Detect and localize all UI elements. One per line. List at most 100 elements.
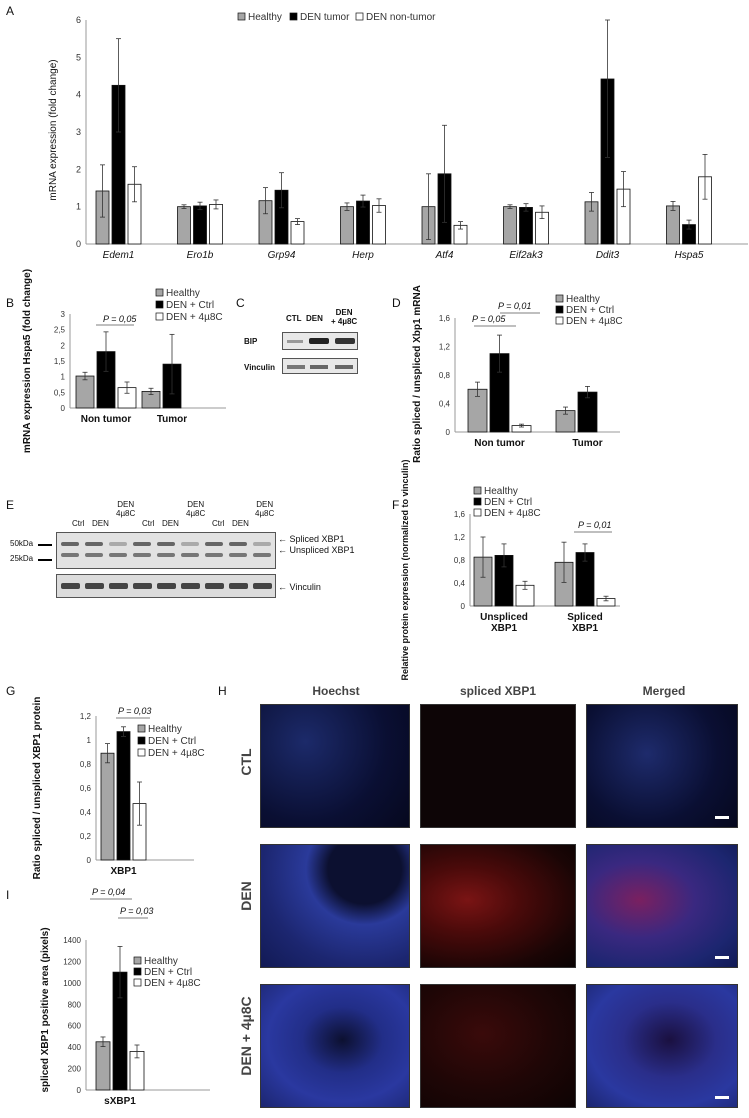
blot-e-unspliced-band bbox=[109, 553, 127, 557]
chart-d-annotation-text: P = 0,05 bbox=[472, 314, 506, 324]
chart-a-category-label: Ddit3 bbox=[596, 250, 620, 261]
blot-e-unspliced-band bbox=[229, 553, 247, 557]
chart-a-legend-swatch bbox=[237, 12, 246, 21]
chart-b-ytick-label: 0 bbox=[61, 404, 66, 413]
blot-e-unspliced-band bbox=[85, 553, 103, 557]
chart-f-legend-label: Healthy bbox=[484, 486, 518, 497]
chart-g-ylabel: Ratio spliced / unspliced XBP1 protein bbox=[32, 697, 43, 880]
chart-b-ytick-label: 3 bbox=[61, 310, 66, 319]
chart-f-category-label: Spliced XBP1 bbox=[567, 612, 603, 634]
chart-g-ytick-label: 1 bbox=[87, 736, 92, 745]
chart-a-bar bbox=[177, 206, 191, 245]
chart-i-ytick-label: 1400 bbox=[63, 936, 81, 945]
chart-i-ytick-label: 200 bbox=[68, 1065, 82, 1074]
blot-e-marker-50kda: 50kDa bbox=[10, 539, 34, 548]
chart-a-category-label: Atf4 bbox=[435, 250, 454, 261]
blot-e-vinculin-band bbox=[229, 583, 248, 589]
micro-den4u8c-hoechst bbox=[260, 984, 410, 1108]
microscopy-col-hoechst: Hoechst bbox=[312, 684, 360, 698]
blot-e-band-spliced-xbp1: ← Spliced XBP1 bbox=[278, 534, 345, 544]
chart-a-bar bbox=[193, 205, 207, 245]
blot-e-vinculin-band bbox=[133, 583, 152, 589]
chart-f-legend-swatch bbox=[473, 486, 482, 495]
chart-g-ytick-label: 0,2 bbox=[80, 832, 92, 841]
panel-label-a: A bbox=[6, 4, 15, 18]
chart-i-annotation-text: P = 0,03 bbox=[120, 906, 153, 916]
chart-a-category-label: Herp bbox=[352, 250, 374, 261]
micro-den4u8c-merged bbox=[586, 984, 738, 1108]
blot-e-unspliced-band bbox=[133, 553, 151, 557]
chart-g-ytick-label: 0 bbox=[87, 856, 92, 865]
blot-e-unspliced-band bbox=[181, 553, 199, 557]
chart-d-ylabel: Ratio spliced / unspliced Xbp1 mRNA bbox=[412, 285, 423, 463]
chart-a-legend-label: DEN tumor bbox=[300, 12, 350, 23]
blot-e-lane-label: DEN 4µ8C bbox=[186, 500, 206, 518]
chart-d-category-label: Tumor bbox=[572, 438, 602, 449]
chart-f-legend-swatch bbox=[473, 497, 482, 506]
chart-b-ytick-label: 2,5 bbox=[54, 326, 66, 335]
chart-d-legend-swatch bbox=[555, 316, 564, 325]
blot-c-bip-band bbox=[282, 332, 358, 350]
chart-f-ytick-label: 0 bbox=[461, 602, 466, 611]
blot-c-lane-ctl: CTL bbox=[286, 314, 302, 323]
blot-e-vinculin-band bbox=[61, 583, 80, 589]
chart-f-ytick-label: 1,6 bbox=[454, 510, 466, 519]
chart-a-bar bbox=[503, 206, 517, 245]
chart-f-legend-label: DEN + Ctrl bbox=[484, 497, 532, 508]
chart-a-ytick-label: 5 bbox=[76, 52, 81, 62]
micro-ctl-hoechst bbox=[260, 704, 410, 828]
chart-a-bar bbox=[519, 207, 533, 245]
chart-g-legend-swatch bbox=[137, 724, 146, 733]
chart-i-ytick-label: 400 bbox=[68, 1043, 82, 1052]
chart-a-legend-swatch bbox=[289, 12, 298, 21]
microscopy-col-merged: Merged bbox=[642, 684, 686, 698]
chart-b-legend-label: Healthy bbox=[166, 288, 200, 299]
chart-d-ytick-label: 0,4 bbox=[439, 400, 451, 409]
micro-den-xbp1 bbox=[420, 844, 576, 968]
blot-c-lane-den-4u8c: DEN + 4µ8C bbox=[331, 308, 358, 326]
blot-e-lane-label: DEN 4µ8C bbox=[116, 500, 136, 518]
chart-d-category-label: Non tumor bbox=[474, 438, 525, 449]
chart-f-ytick-label: 1,2 bbox=[454, 533, 466, 542]
chart-a-ytick-label: 0 bbox=[76, 239, 81, 249]
chart-a-legend-swatch bbox=[355, 12, 364, 21]
blot-e-lane-label: Ctrl bbox=[142, 519, 155, 528]
chart-d-legend-label: Healthy bbox=[566, 294, 600, 305]
blot-e-lane-label: Ctrl bbox=[72, 519, 85, 528]
micro-ctl-merged bbox=[586, 704, 738, 828]
panel-label-h: H bbox=[218, 684, 227, 698]
chart-b-legend-label: DEN + Ctrl bbox=[166, 300, 214, 311]
blot-c-lane-den: DEN bbox=[306, 314, 323, 323]
chart-d-ytick-label: 1,6 bbox=[439, 314, 451, 323]
chart-g-category-label: XBP1 bbox=[110, 866, 137, 877]
micro-den-hoechst bbox=[260, 844, 410, 968]
blot-e-xbp1-membrane bbox=[56, 532, 276, 569]
chart-i-legend-swatch bbox=[133, 978, 142, 987]
chart-b-legend-swatch bbox=[155, 288, 164, 297]
blot-e-spliced-band bbox=[133, 542, 151, 546]
chart-d-ytick-label: 0 bbox=[446, 428, 451, 437]
blot-e-spliced-band bbox=[61, 542, 79, 546]
blot-e-unspliced-band bbox=[205, 553, 223, 557]
chart-b-bar bbox=[75, 375, 95, 409]
micro-ctl-xbp1 bbox=[420, 704, 576, 828]
chart-i-legend-label: DEN + Ctrl bbox=[144, 967, 192, 978]
chart-a-legend-label: DEN non-tumor bbox=[366, 12, 436, 23]
chart-a-bar bbox=[356, 200, 370, 245]
blot-e-band-vinculin: ← Vinculin bbox=[278, 582, 321, 592]
chart-d-legend-swatch bbox=[555, 294, 564, 303]
blot-e-vinculin-band bbox=[109, 583, 128, 589]
microscopy-col-spliced-xbp1: spliced XBP1 bbox=[459, 684, 537, 698]
blot-e-marker-25kda: 25kDa bbox=[10, 554, 34, 563]
blot-e-lane-label: Ctrl bbox=[212, 519, 225, 528]
blot-e-lane-label: DEN bbox=[162, 519, 179, 528]
chart-i-bar bbox=[95, 1041, 111, 1091]
chart-a-category-label: Eif2ak3 bbox=[509, 250, 543, 261]
chart-g-legend-label: Healthy bbox=[148, 724, 182, 735]
chart-f-legend-label: DEN + 4µ8C bbox=[484, 508, 541, 519]
chart-b-ytick-label: 1 bbox=[61, 373, 66, 382]
chart-i-ytick-label: 1000 bbox=[63, 979, 81, 988]
chart-a-ytick-label: 2 bbox=[76, 164, 81, 174]
chart-b-ytick-label: 1,5 bbox=[54, 357, 66, 366]
chart-d-ytick-label: 0,8 bbox=[439, 371, 451, 380]
